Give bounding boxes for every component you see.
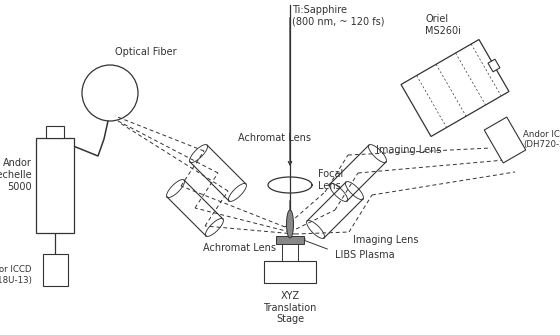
Text: Ti:Sapphire
(800 nm, ~ 120 fs): Ti:Sapphire (800 nm, ~ 120 fs) [292, 5, 385, 26]
Polygon shape [488, 59, 500, 72]
Bar [276, 236, 304, 244]
Text: XYZ
Translation
Stage: XYZ Translation Stage [263, 291, 317, 324]
Text: Imaging Lens: Imaging Lens [376, 145, 441, 155]
Polygon shape [401, 40, 509, 136]
Bar [46, 126, 64, 137]
Bar [264, 261, 316, 283]
Polygon shape [484, 117, 526, 163]
Text: Focal
Lens: Focal Lens [318, 169, 343, 191]
Text: Achromat Lens: Achromat Lens [238, 133, 311, 143]
Text: Andor ICCD
(DH734-18U-13): Andor ICCD (DH734-18U-13) [0, 265, 32, 285]
Text: Andor ICCD
(DH720-25F-03): Andor ICCD (DH720-25F-03) [523, 130, 560, 149]
Text: Optical Fiber: Optical Fiber [115, 47, 176, 57]
Ellipse shape [287, 210, 293, 238]
Text: Andor
Mechelle
5000: Andor Mechelle 5000 [0, 158, 32, 192]
Bar [36, 137, 74, 232]
Text: Imaging Lens: Imaging Lens [353, 235, 418, 245]
Bar [43, 254, 68, 286]
Text: Oriel
MS260i: Oriel MS260i [425, 14, 461, 36]
Text: Achromat Lens: Achromat Lens [203, 243, 276, 253]
Text: LIBS Plasma: LIBS Plasma [335, 250, 395, 260]
